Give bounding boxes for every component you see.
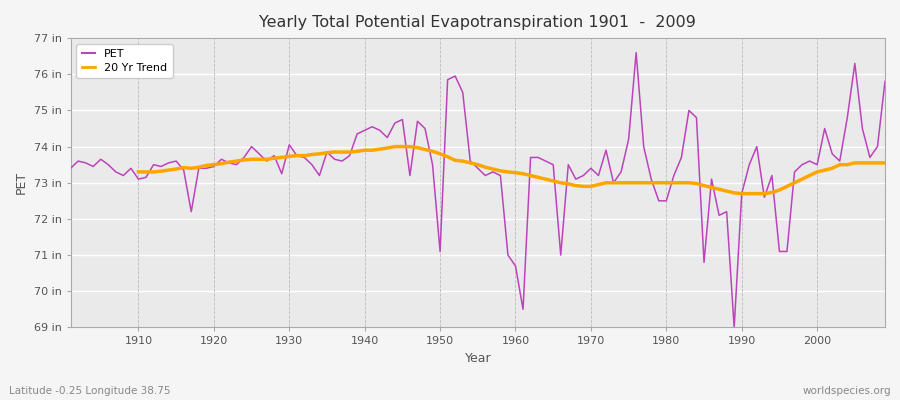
X-axis label: Year: Year [464,352,491,365]
Text: worldspecies.org: worldspecies.org [803,386,891,396]
Legend: PET, 20 Yr Trend: PET, 20 Yr Trend [76,44,173,78]
Y-axis label: PET: PET [15,171,28,194]
Title: Yearly Total Potential Evapotranspiration 1901  -  2009: Yearly Total Potential Evapotranspiratio… [259,15,697,30]
Text: Latitude -0.25 Longitude 38.75: Latitude -0.25 Longitude 38.75 [9,386,170,396]
